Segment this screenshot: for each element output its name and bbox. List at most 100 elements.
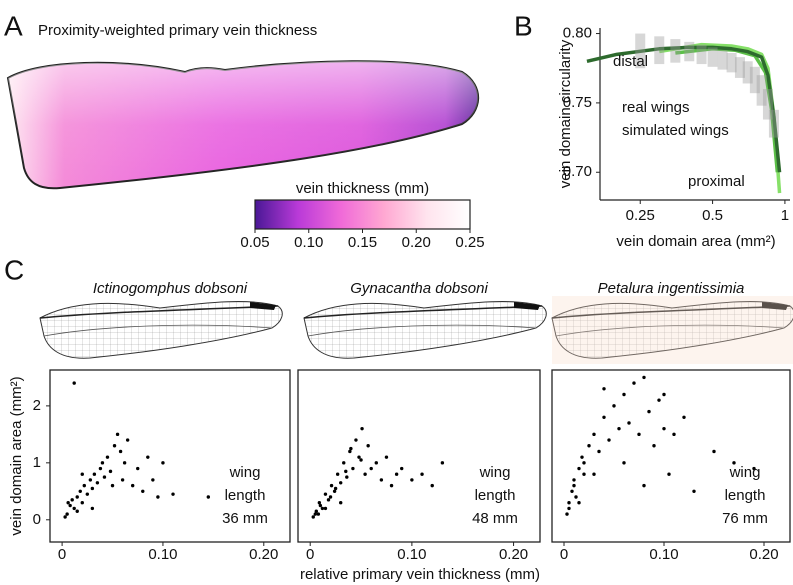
point [66, 501, 70, 505]
point [118, 449, 123, 454]
annotation: length [725, 487, 766, 504]
x-tick-label: 0.10 [397, 546, 426, 563]
point [394, 472, 399, 476]
point [318, 503, 323, 508]
point [632, 381, 636, 385]
annotation: proximal [688, 173, 745, 190]
point [72, 506, 76, 511]
point [63, 515, 67, 519]
point [92, 472, 97, 476]
species-title: Gynacantha dobsoni [350, 280, 488, 297]
point [323, 506, 328, 511]
x-tick-label: 0.20 [749, 546, 778, 563]
range-bar [768, 109, 779, 138]
range-bar [670, 39, 681, 63]
y-tick-label: 1 [33, 454, 41, 471]
point [314, 509, 319, 513]
point [662, 426, 666, 431]
annotation: 36 mm [222, 510, 268, 527]
point [115, 432, 120, 437]
point [102, 475, 107, 479]
x-tick-label: 0.25 [626, 207, 655, 224]
y-axis-label: vein domain area (mm²) [8, 376, 25, 535]
tick-label: 0.10 [294, 234, 323, 251]
point [206, 495, 211, 499]
point [70, 498, 74, 502]
point [345, 475, 349, 479]
range-bar [696, 44, 707, 65]
point [420, 472, 424, 476]
species-title: Petalura ingentissimia [598, 280, 745, 297]
plot-frame [297, 369, 541, 543]
colorbar-label: vein thickness (mm) [296, 180, 429, 197]
point [712, 449, 716, 454]
legend-entry: simulated wings [622, 122, 729, 139]
point [125, 438, 130, 442]
x-tick-label: 0.5 [702, 207, 723, 224]
y-tick-label: 0.70 [563, 163, 592, 180]
point [359, 458, 363, 462]
point [161, 461, 165, 465]
point [592, 432, 596, 437]
legend-entry: real wings [622, 99, 690, 116]
point [316, 512, 321, 516]
x-tick-label: 0.20 [499, 546, 528, 563]
annotation: wing [729, 464, 761, 481]
point [379, 478, 384, 482]
point [68, 503, 72, 508]
point [582, 461, 586, 465]
point [384, 455, 389, 459]
point [146, 455, 150, 459]
point [335, 472, 340, 476]
point [363, 472, 367, 476]
y-axis-label: vein domain circularity [557, 39, 574, 188]
wing-images [39, 296, 793, 364]
point [587, 444, 591, 448]
annotation: length [225, 487, 266, 504]
point [311, 515, 315, 519]
point [320, 506, 325, 511]
point [572, 483, 576, 488]
range-bar [707, 47, 718, 67]
point [348, 449, 352, 454]
point [136, 466, 140, 471]
y-tick-label: 2 [33, 397, 41, 414]
point [85, 492, 90, 496]
point [75, 509, 79, 513]
point [627, 421, 631, 425]
wing-shade [8, 61, 479, 189]
point [732, 461, 736, 465]
point [667, 472, 671, 476]
point [156, 495, 160, 499]
wing-image [303, 300, 548, 359]
point [567, 501, 571, 505]
point [637, 432, 641, 437]
point [617, 426, 621, 431]
point [642, 483, 646, 488]
point [112, 444, 117, 448]
point [567, 506, 571, 511]
annotation: wing [479, 464, 511, 481]
colorbar [254, 199, 471, 230]
point [141, 489, 145, 494]
panel-label: C [4, 254, 24, 285]
point [570, 489, 574, 494]
point [339, 481, 343, 485]
x-tick-label: 0 [58, 546, 66, 563]
point [622, 461, 626, 465]
range-bar [654, 36, 665, 65]
point [90, 506, 95, 511]
point [410, 478, 414, 482]
point [98, 466, 103, 471]
point [602, 387, 606, 391]
point [369, 466, 373, 471]
point [692, 489, 696, 494]
point [580, 455, 584, 459]
point [339, 501, 343, 505]
point [360, 426, 364, 431]
range-bar [717, 50, 728, 70]
point [130, 483, 135, 488]
range-bar [756, 75, 767, 106]
x-tick-label: 1 [781, 207, 789, 224]
